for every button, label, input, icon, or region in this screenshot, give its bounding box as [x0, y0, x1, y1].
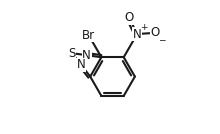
Text: +: + — [140, 23, 148, 31]
Text: S: S — [68, 47, 76, 60]
Text: O: O — [125, 11, 134, 24]
Text: O: O — [150, 26, 160, 39]
Text: N: N — [82, 49, 91, 62]
Text: N: N — [133, 27, 141, 40]
Text: −: − — [158, 35, 166, 44]
Text: N: N — [77, 58, 86, 71]
Text: Br: Br — [82, 29, 95, 42]
